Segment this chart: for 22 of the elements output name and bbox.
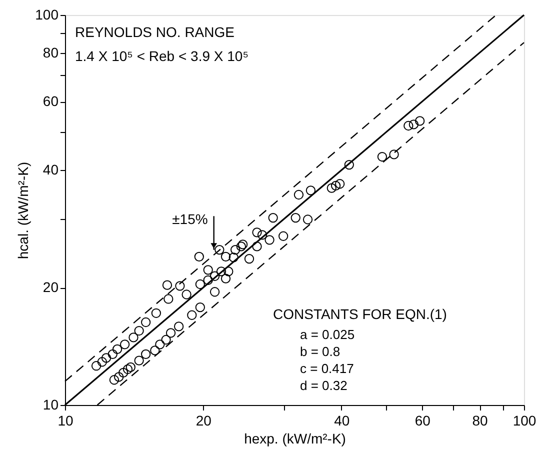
- annotation: d = 0.32: [300, 378, 348, 393]
- x-axis-title: hexp. (kW/m²-K): [244, 430, 346, 446]
- y-tick-label: 100: [35, 6, 59, 22]
- y-tick-label: 40: [42, 162, 59, 178]
- annotation: a = 0.025: [300, 327, 355, 342]
- x-tick-label: 10: [58, 412, 74, 428]
- x-tick-label: 40: [334, 412, 350, 428]
- annotation: CONSTANTS FOR EQN.(1): [273, 306, 447, 322]
- annotation: 1.4 X 10⁵ < Reb < 3.9 X 10⁵: [75, 48, 249, 64]
- y-tick-label: 10: [42, 396, 59, 412]
- y-tick-label: 20: [42, 279, 59, 296]
- annotation: b = 0.8: [300, 344, 340, 359]
- annotation: c = 0.417: [300, 361, 354, 376]
- x-tick-label: 20: [196, 412, 212, 428]
- x-tick-label: 100: [512, 412, 536, 428]
- y-tick-label: 60: [42, 93, 59, 110]
- annotation: ±15%: [172, 210, 208, 227]
- annotation: REYNOLDS NO. RANGE: [75, 24, 234, 40]
- y-axis-title: hcal. (kW/m²-K): [15, 162, 32, 260]
- x-tick-label: 60: [414, 412, 431, 428]
- y-tick-label: 80: [42, 44, 59, 60]
- x-tick-label: 80: [472, 412, 488, 428]
